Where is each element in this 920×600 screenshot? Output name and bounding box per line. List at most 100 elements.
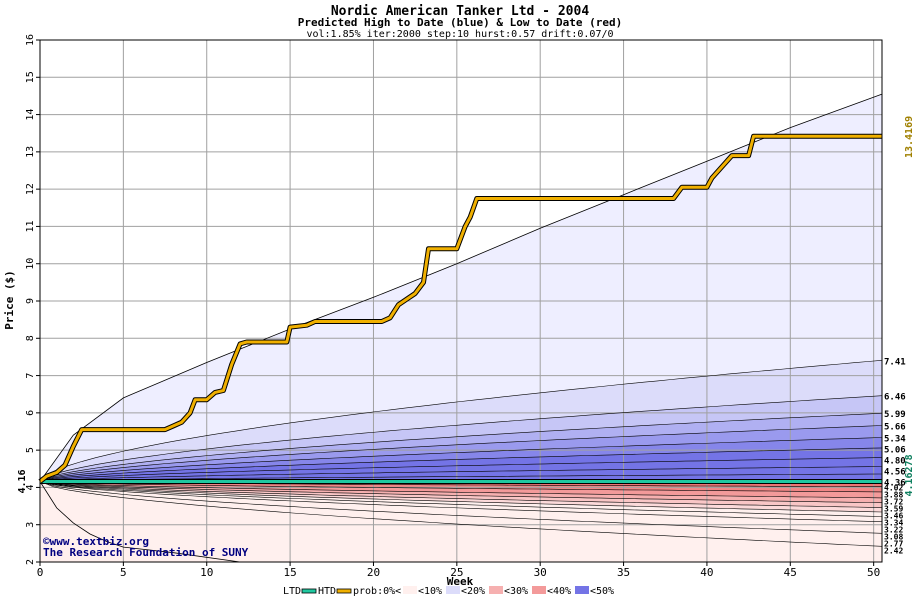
legend-label: <20% <box>461 586 485 597</box>
quantile-value-label: 3.22 <box>884 526 903 535</box>
x-tick-label: 15 <box>283 566 296 579</box>
quantile-line <box>39 481 883 513</box>
low-band <box>40 481 882 512</box>
quantile-value-label: 3.88 <box>884 491 903 500</box>
quantile-value-label: 3.46 <box>884 512 903 521</box>
y-tick-label: 7 <box>25 373 36 379</box>
quantile-value-label: 6.46 <box>884 393 906 403</box>
htd-series <box>38 133 882 484</box>
legend-item-swatch <box>301 588 317 594</box>
high-band <box>40 413 882 482</box>
high-band <box>40 360 882 482</box>
legend-label: <10% <box>418 586 442 597</box>
quantile-value-label: 5.99 <box>884 410 906 420</box>
quantile-value-label: 4.80 <box>884 456 906 466</box>
quantile-line <box>39 447 883 482</box>
quantile-value-label: 2.77 <box>884 540 903 549</box>
low-band <box>40 481 882 508</box>
quantile-line <box>39 481 883 508</box>
y-tick-label: 9 <box>25 298 36 304</box>
legend-label: prob:0%< <box>353 586 401 597</box>
quantile-line <box>39 481 883 503</box>
y-tick-label: 4 <box>25 484 36 490</box>
high-band <box>40 447 882 482</box>
y-tick-label: 3 <box>25 522 36 528</box>
legend: LTD HTD prob:0%< <10% <20% <30% <40% <50% <box>283 586 614 597</box>
y-axis: 2 3 4 5 6 7 8 9 10 11 12 13 14 15 16 <box>25 34 40 565</box>
htd-end-label: 13.4169 <box>904 116 915 158</box>
legend-label: <50% <box>590 586 614 597</box>
y-tick-label: 14 <box>25 109 36 121</box>
x-tick-label: 40 <box>700 566 713 579</box>
y-tick-label: 8 <box>25 335 36 341</box>
high-band <box>40 395 882 482</box>
watermark: ©www.textbiz.org The Research Foundation… <box>43 535 249 559</box>
low-band <box>40 481 882 517</box>
envelope-low-line <box>39 481 241 563</box>
y-tick-label: 13 <box>25 146 36 158</box>
legend-item-swatch <box>336 588 352 594</box>
legend-item-swatch <box>575 586 589 594</box>
y-tick-label: 15 <box>25 71 36 83</box>
legend-item-swatch <box>532 586 546 594</box>
quantile-value-label: 5.66 <box>884 423 906 433</box>
y-tick-label: 11 <box>25 220 36 232</box>
quantile-line <box>39 437 883 482</box>
quantile-line <box>39 425 883 482</box>
y-tick-label: 10 <box>25 258 36 270</box>
low-band <box>40 481 882 503</box>
chart-params: vol:1.85% iter:2000 step:10 hurst:0.57 d… <box>306 29 613 40</box>
x-tick-label: 20 <box>367 566 380 579</box>
high-band <box>40 466 882 482</box>
quantile-line <box>39 481 883 522</box>
start-price-label: 4.16 <box>17 469 28 493</box>
legend-label: LTD <box>283 586 301 597</box>
low-band <box>40 481 882 534</box>
legend-item-swatch <box>489 586 503 594</box>
legend-label: <30% <box>504 586 528 597</box>
ltd-end-label: 4.16278 <box>904 454 915 496</box>
quantile-value-labels: 7.41 6.46 5.99 5.665.345.064.804.564.364.02… <box>884 357 906 555</box>
high-band <box>40 425 882 482</box>
quantile-value-label: 5.06 <box>884 445 906 455</box>
quantile-line <box>39 395 883 482</box>
quantile-line <box>39 481 883 499</box>
high-band <box>40 437 882 482</box>
x-tick-label: 10 <box>200 566 213 579</box>
quantile-line <box>39 457 883 482</box>
x-tick-label: 5 <box>120 566 127 579</box>
x-tick-label: 25 <box>450 566 463 579</box>
x-axis: 0 5 10 15 20 25 30 35 40 45 50 <box>37 562 880 579</box>
x-axis-label: Week <box>447 575 474 588</box>
x-tick-label: 0 <box>37 566 44 579</box>
quantile-line <box>39 412 883 482</box>
chart-subtitle: Predicted High to Date (blue) & Low to D… <box>298 16 623 29</box>
probability-bands <box>40 94 882 562</box>
low-band <box>40 481 882 562</box>
quantile-value-label: 3.34 <box>884 519 903 528</box>
high-band <box>40 457 882 482</box>
quantile-value-label: 4.36 <box>884 478 906 488</box>
quantile-line <box>39 481 883 493</box>
high-band <box>40 94 882 482</box>
legend-item-swatch <box>446 586 460 594</box>
quantile-line <box>39 473 883 482</box>
x-tick-label: 30 <box>534 566 547 579</box>
quantile-line <box>39 481 883 547</box>
y-tick-label: 2 <box>25 559 36 565</box>
x-tick-label: 35 <box>617 566 630 579</box>
quantile-value-label: 3.72 <box>884 498 903 507</box>
legend-item-swatch <box>403 586 417 594</box>
low-band <box>40 481 882 522</box>
low-band <box>40 481 882 498</box>
watermark-line-2: The Research Foundation of SUNY <box>43 546 249 559</box>
quantile-value-label: 5.34 <box>884 434 906 444</box>
low-band <box>40 481 882 492</box>
quantile-line <box>39 360 883 482</box>
envelope-high-line <box>39 93 883 482</box>
y-tick-label: 5 <box>25 447 36 453</box>
y-tick-label: 16 <box>25 34 36 46</box>
y-tick-label: 6 <box>25 410 36 416</box>
quantile-line <box>39 481 883 517</box>
